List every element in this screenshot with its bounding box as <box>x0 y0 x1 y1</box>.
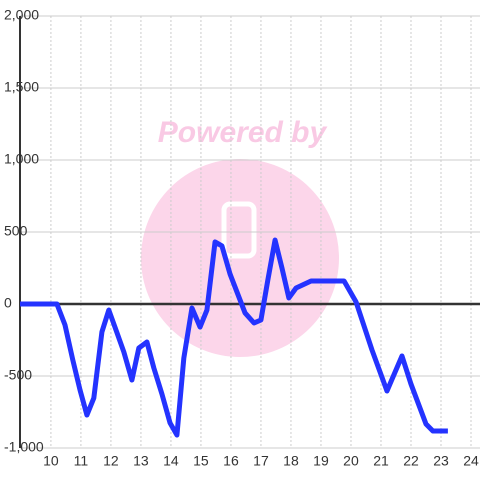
x-tick-label: 23 <box>433 453 449 469</box>
x-tick-label: 18 <box>283 453 299 469</box>
y-tick-label: -1,000 <box>4 439 44 455</box>
x-tick-label: 10 <box>43 453 59 469</box>
x-tick-label: 17 <box>253 453 269 469</box>
y-tick-label: 0 <box>4 295 12 311</box>
y-tick-label: 1,000 <box>4 151 39 167</box>
data-line <box>20 237 448 438</box>
x-tick-label: 22 <box>403 453 419 469</box>
x-tick-label: 15 <box>193 453 209 469</box>
x-tick-label: 24 <box>463 453 479 469</box>
x-tick-label: 13 <box>133 453 149 469</box>
watermark-icon <box>221 201 257 259</box>
watermark-text: Powered by <box>158 116 328 149</box>
x-tick-label: 16 <box>223 453 239 469</box>
x-tick-label: 14 <box>163 453 179 469</box>
x-tick-label: 19 <box>313 453 329 469</box>
x-tick-label: 12 <box>103 453 119 469</box>
x-tick-label: 21 <box>373 453 389 469</box>
y-tick-label: 500 <box>4 223 28 239</box>
x-tick-label: 20 <box>343 453 359 469</box>
y-tick-label: -500 <box>4 367 32 383</box>
x-tick-label: 11 <box>74 453 89 469</box>
y-tick-label: 1,500 <box>4 79 39 95</box>
y-tick-label: 2,000 <box>4 7 39 23</box>
